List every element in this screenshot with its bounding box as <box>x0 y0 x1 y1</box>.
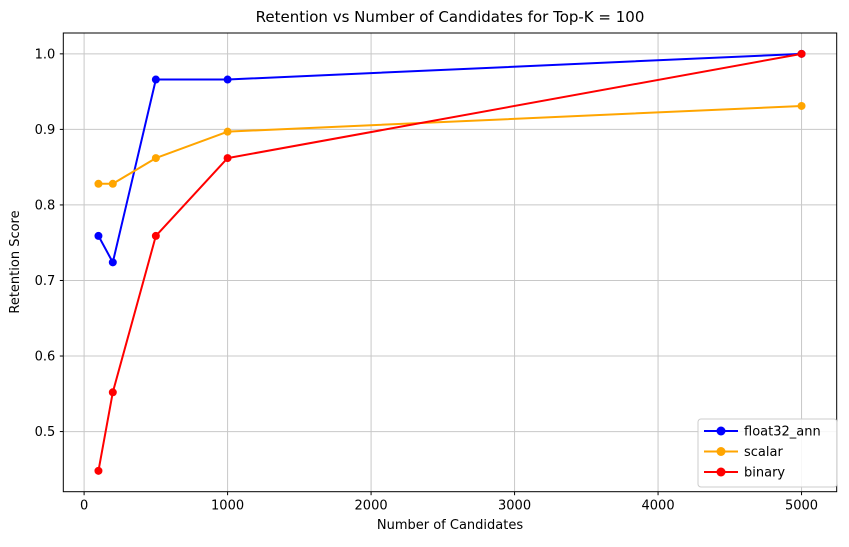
marker-scalar <box>151 154 160 163</box>
marker-binary <box>94 466 103 475</box>
y-axis-label: Retention Score <box>8 210 23 313</box>
marker-scalar <box>94 179 103 188</box>
marker-scalar <box>108 179 117 188</box>
marker-float32_ann <box>108 258 117 267</box>
x-tick-label: 4000 <box>642 499 675 514</box>
x-tick-label: 0 <box>80 499 88 514</box>
y-tick-label: 1.0 <box>35 47 56 62</box>
marker-binary <box>797 49 806 58</box>
x-axis-label: Number of Candidates <box>377 518 523 533</box>
marker-scalar <box>223 127 232 136</box>
x-tick-label: 5000 <box>785 499 818 514</box>
y-tick-label: 0.5 <box>35 425 56 440</box>
x-tick-label: 3000 <box>498 499 531 514</box>
y-tick-label: 0.6 <box>35 350 56 365</box>
legend-label-float32_ann: float32_ann <box>744 425 821 440</box>
marker-binary <box>108 388 117 397</box>
y-tick-label: 0.8 <box>35 198 56 213</box>
marker-binary <box>223 154 232 163</box>
axes-spines <box>62 32 838 493</box>
marker-float32_ann <box>223 75 232 84</box>
x-tick-label: 1000 <box>211 499 244 514</box>
marker-scalar <box>797 101 806 110</box>
y-tick-label: 0.7 <box>35 274 56 289</box>
legend-marker-binary <box>716 467 726 477</box>
legend-box <box>697 418 838 488</box>
y-tick-label: 0.9 <box>35 123 56 138</box>
legend-marker-scalar <box>716 447 726 456</box>
legend-label-binary: binary <box>744 466 785 481</box>
x-tick-label: 2000 <box>355 499 388 514</box>
marker-float32_ann <box>151 75 160 84</box>
legend-marker-float32_ann <box>716 426 726 436</box>
chart-title: Retention vs Number of Candidates for To… <box>256 8 645 26</box>
legend-label-scalar: scalar <box>744 445 783 460</box>
plot-layer: 0 1000 2000 3000 4000 5000 0.5 0.6 0.7 0.8 0.9 1.0 f… <box>35 32 838 514</box>
marker-float32_ann <box>94 231 103 240</box>
marker-binary <box>151 231 160 240</box>
